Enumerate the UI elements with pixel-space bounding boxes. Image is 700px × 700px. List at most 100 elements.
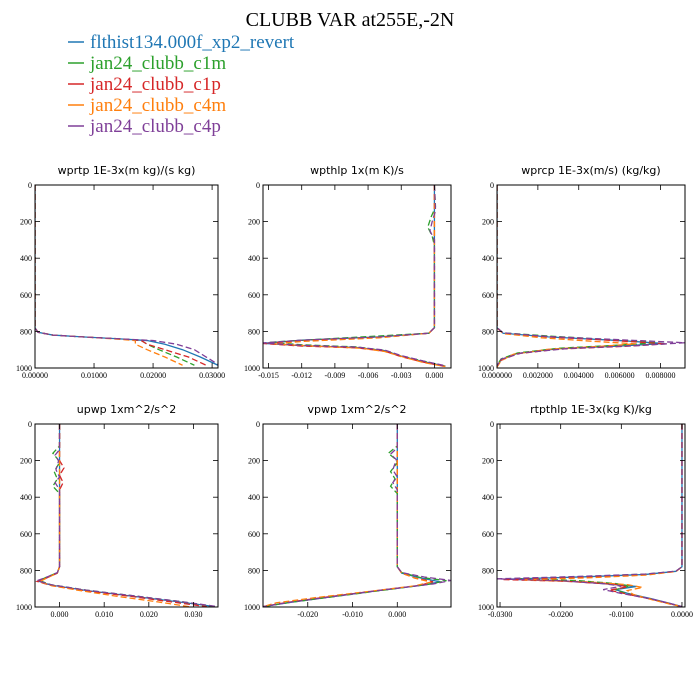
panel-5: vpwp 1xm^2/s^2 0 200 400 600 800 1000 -0.020 -0.…: [244, 403, 452, 619]
y-tick-label: 400: [248, 493, 260, 502]
series-line-2: [263, 424, 447, 607]
y-tick-label: 200: [20, 218, 32, 227]
x-tick-label: 0.02000: [140, 371, 166, 380]
y-tick-label: 200: [482, 457, 494, 466]
y-tick-label: 800: [482, 327, 494, 336]
y-tick-label: 1000: [16, 603, 32, 612]
plot-frame: [262, 423, 452, 608]
x-tick-label: 0.002000: [523, 371, 553, 380]
y-tick-label: 400: [482, 254, 494, 263]
series-line-4: [263, 424, 432, 607]
y-tick-label: 400: [20, 254, 32, 263]
panel-3: wprcp 1E-3x(m/s) (kg/kg) 0 200 400 600 800 100…: [478, 164, 686, 380]
y-tick-label: 800: [20, 327, 32, 336]
series-line-4: [37, 424, 190, 607]
series-line-5: [263, 185, 446, 367]
x-tick-label: 0.008000: [645, 371, 675, 380]
y-tick-label: 600: [482, 291, 494, 300]
series-line-3: [35, 424, 207, 607]
series-line-3: [35, 185, 207, 366]
y-tick-label: 200: [248, 218, 260, 227]
plot-frame: [34, 184, 219, 369]
y-tick-label: 800: [482, 566, 494, 575]
series-line-1: [36, 424, 212, 607]
x-tick-label: 0.01000: [81, 371, 107, 380]
x-tick-label: -0.003: [391, 371, 412, 380]
panel-title: wprtp 1E-3x(m kg)/(s kg): [58, 164, 196, 177]
y-tick-label: 1000: [244, 603, 260, 612]
y-tick-label: 400: [482, 493, 494, 502]
y-tick-label: 600: [248, 530, 260, 539]
x-tick-label: -0.015: [258, 371, 279, 380]
x-tick-label: -0.0200: [548, 610, 573, 619]
panel-4: upwp 1xm^2/s^2 0 200 400 600 800 1000 0.000 0.01…: [16, 403, 219, 619]
y-tick-label: 800: [248, 566, 260, 575]
y-tick-label: 1000: [478, 364, 494, 373]
x-tick-label: -0.020: [297, 610, 318, 619]
series-line-2: [268, 185, 446, 367]
panel-1: wprtp 1E-3x(m kg)/(s kg) 0 200 400 600 800 100…: [16, 164, 225, 380]
plot-frame: [496, 184, 686, 369]
y-tick-label: 0: [490, 181, 494, 190]
y-tick-label: 200: [20, 457, 32, 466]
panel-title: vpwp 1xm^2/s^2: [307, 403, 406, 416]
x-tick-label: 0.03000: [199, 371, 225, 380]
y-tick-label: 400: [20, 493, 32, 502]
y-tick-label: 1000: [478, 603, 494, 612]
panels-grid: wprtp 1E-3x(m kg)/(s kg) 0 200 400 600 800 100…: [16, 164, 693, 619]
x-tick-label: 0.006000: [605, 371, 635, 380]
x-tick-label: 0.000000: [482, 371, 512, 380]
series-line-5: [35, 424, 218, 607]
series-line-1: [35, 185, 218, 366]
plot-frame: [262, 184, 452, 369]
x-tick-label: -0.0100: [609, 610, 634, 619]
series-line-3: [497, 185, 667, 367]
series-line-3: [263, 424, 434, 607]
x-tick-label: -0.010: [342, 610, 363, 619]
y-tick-label: 200: [482, 218, 494, 227]
legend-label: jan24_clubb_c4m: [89, 95, 226, 116]
plot-frame: [496, 423, 686, 608]
figure-title: CLUBB VAR at255E,-2N: [246, 9, 455, 31]
x-tick-label: 0.010: [95, 610, 113, 619]
y-tick-label: 0: [28, 181, 32, 190]
x-tick-label: 0.00000: [22, 371, 48, 380]
panel-title: upwp 1xm^2/s^2: [77, 403, 177, 416]
y-tick-label: 800: [20, 566, 32, 575]
y-tick-label: 800: [248, 327, 260, 336]
x-tick-label: 0.000: [425, 371, 443, 380]
x-tick-label: -0.0300: [488, 610, 513, 619]
series-line-1: [263, 424, 440, 607]
y-tick-label: 600: [482, 530, 494, 539]
x-tick-label: 0.030: [184, 610, 202, 619]
y-tick-label: 200: [248, 457, 260, 466]
legend-label: jan24_clubb_c1m: [89, 53, 226, 74]
series-line-2: [37, 424, 216, 607]
y-tick-label: 600: [20, 530, 32, 539]
x-tick-label: 0.020: [140, 610, 158, 619]
y-tick-label: 0: [256, 420, 260, 429]
panel-title: wpthlp 1x(m K)/s: [310, 164, 404, 177]
y-tick-label: 400: [248, 254, 260, 263]
y-tick-label: 1000: [244, 364, 260, 373]
y-tick-label: 600: [20, 291, 32, 300]
y-tick-label: 600: [248, 291, 260, 300]
panel-title: wprcp 1E-3x(m/s) (kg/kg): [521, 164, 660, 177]
x-tick-label: 0.000: [51, 610, 69, 619]
y-tick-label: 0: [28, 420, 32, 429]
legend-label: jan24_clubb_c4p: [89, 116, 221, 137]
plot-frame: [34, 423, 219, 608]
x-tick-label: -0.009: [325, 371, 346, 380]
legend: flthist134.000f_xp2_revertjan24_clubb_c1…: [68, 32, 295, 137]
series-line-4: [497, 185, 637, 368]
x-tick-label: -0.012: [291, 371, 312, 380]
x-tick-label: 0.000: [388, 610, 406, 619]
panel-6: rtpthlp 1E-3x(kg K)/kg02004006008001000-…: [478, 403, 693, 619]
y-tick-label: 0: [490, 420, 494, 429]
series-line-5: [263, 424, 451, 607]
panel-title: rtpthlp 1E-3x(kg K)/kg: [530, 403, 652, 416]
legend-label: flthist134.000f_xp2_revert: [90, 32, 295, 53]
series-line-5: [35, 185, 218, 365]
x-tick-label: -0.006: [358, 371, 379, 380]
